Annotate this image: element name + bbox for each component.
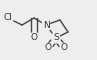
Text: O: O — [30, 33, 38, 42]
Text: O: O — [45, 44, 52, 52]
Text: S: S — [53, 33, 59, 42]
Text: N: N — [43, 21, 49, 30]
Text: Cl: Cl — [4, 14, 12, 22]
Text: O: O — [61, 44, 68, 52]
